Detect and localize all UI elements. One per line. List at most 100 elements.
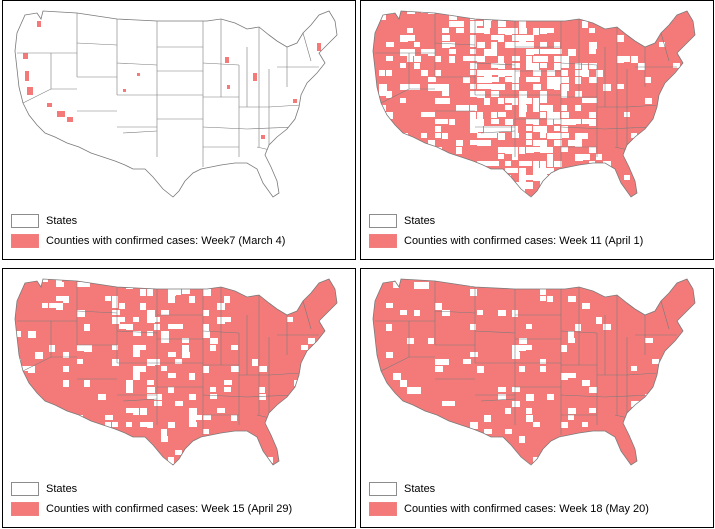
county-no-cases xyxy=(477,77,484,83)
county-no-cases xyxy=(498,387,506,392)
county-no-cases xyxy=(386,91,392,98)
county-no-cases xyxy=(379,147,387,154)
county-no-cases xyxy=(365,168,372,174)
county-no-cases xyxy=(49,436,56,441)
county-no-cases xyxy=(568,338,575,343)
county-no-cases xyxy=(519,338,527,344)
county-no-cases xyxy=(175,359,182,364)
county-no-cases xyxy=(407,11,415,14)
county-no-cases xyxy=(238,450,244,455)
county-no-cases xyxy=(386,436,393,441)
county-no-cases xyxy=(512,352,520,359)
county-no-cases xyxy=(126,387,133,393)
county-no-cases xyxy=(77,429,84,436)
state-border xyxy=(626,104,660,108)
county-no-cases xyxy=(561,175,569,180)
county-no-cases xyxy=(547,105,553,112)
county-no-cases xyxy=(435,56,441,62)
county-no-cases xyxy=(589,387,597,393)
county-no-cases xyxy=(231,464,237,465)
county-no-cases xyxy=(498,21,506,27)
county-no-cases xyxy=(63,352,69,358)
county-no-cases xyxy=(175,401,183,406)
county-no-cases xyxy=(561,422,568,428)
county-no-cases xyxy=(301,345,308,350)
county-no-cases xyxy=(210,387,216,392)
county-no-cases xyxy=(575,105,581,111)
county-no-cases xyxy=(526,35,534,41)
county-no-cases xyxy=(673,77,679,84)
county-no-cases xyxy=(477,161,485,166)
county-no-cases xyxy=(259,394,266,400)
county-no-cases xyxy=(526,464,534,465)
county-no-cases xyxy=(624,14,631,20)
county-no-cases xyxy=(435,84,442,91)
county-no-cases xyxy=(477,366,484,373)
county-no-cases xyxy=(491,11,499,13)
county-no-cases xyxy=(442,450,448,456)
county-no-cases xyxy=(182,352,190,358)
county-no-cases xyxy=(491,126,499,133)
county-no-cases xyxy=(561,279,569,280)
county-no-cases xyxy=(470,196,477,197)
county-no-cases xyxy=(449,401,455,406)
state-border xyxy=(302,32,312,62)
county-no-cases xyxy=(484,140,491,146)
county-no-cases xyxy=(112,296,118,303)
county-no-cases xyxy=(456,105,464,111)
county-no-cases xyxy=(63,366,69,372)
county-no-cases xyxy=(568,49,576,56)
county-no-cases xyxy=(147,289,153,296)
county-no-cases xyxy=(386,56,393,61)
county-no-cases xyxy=(161,331,169,338)
us-county-map xyxy=(372,278,696,466)
county-no-cases xyxy=(505,70,512,76)
county-no-cases xyxy=(652,394,658,399)
county-no-cases xyxy=(421,196,429,197)
county-no-cases xyxy=(379,119,385,124)
county-no-cases xyxy=(350,331,353,336)
county-no-cases xyxy=(414,387,421,394)
county-no-cases xyxy=(484,189,491,195)
county-no-cases xyxy=(477,91,485,98)
county-no-cases xyxy=(154,401,162,406)
county-no-cases xyxy=(498,147,506,153)
county-no-cases xyxy=(491,119,499,124)
county-no-cases xyxy=(554,189,561,195)
county-no-cases xyxy=(519,345,526,351)
county-no-cases xyxy=(428,112,435,117)
legend: States Counties with confirmed cases: We… xyxy=(369,479,649,519)
county-no-cases xyxy=(428,140,435,146)
county-no-cases xyxy=(498,189,506,194)
us-county-map xyxy=(14,278,353,466)
county-no-cases xyxy=(400,196,407,197)
county-no-cases xyxy=(561,91,567,98)
state-border xyxy=(268,104,302,108)
county-no-cases xyxy=(582,380,590,386)
county-no-cases xyxy=(449,56,455,63)
county-no-cases xyxy=(498,133,505,140)
cases-swatch xyxy=(369,502,397,516)
county-no-cases xyxy=(435,303,442,310)
county-no-cases xyxy=(428,77,436,82)
county-no-cases xyxy=(533,168,541,175)
county-no-cases xyxy=(512,63,520,68)
county-no-cases xyxy=(203,289,211,296)
county-no-cases xyxy=(147,310,155,317)
county-no-cases xyxy=(308,429,316,435)
county-no-cases xyxy=(15,387,21,393)
county-no-cases xyxy=(554,112,560,119)
county-no-cases xyxy=(519,91,527,98)
county-no-cases xyxy=(133,464,141,465)
county-no-cases xyxy=(484,28,490,34)
county-no-cases xyxy=(386,415,392,420)
county-no-cases xyxy=(435,133,441,138)
county-cluster xyxy=(23,53,28,59)
county-no-cases xyxy=(379,279,386,282)
county-no-cases xyxy=(519,98,526,105)
county-no-cases xyxy=(393,436,400,441)
county-no-cases xyxy=(56,279,62,282)
county-no-cases xyxy=(519,168,526,175)
county-cluster xyxy=(137,73,140,76)
county-no-cases xyxy=(575,140,582,147)
